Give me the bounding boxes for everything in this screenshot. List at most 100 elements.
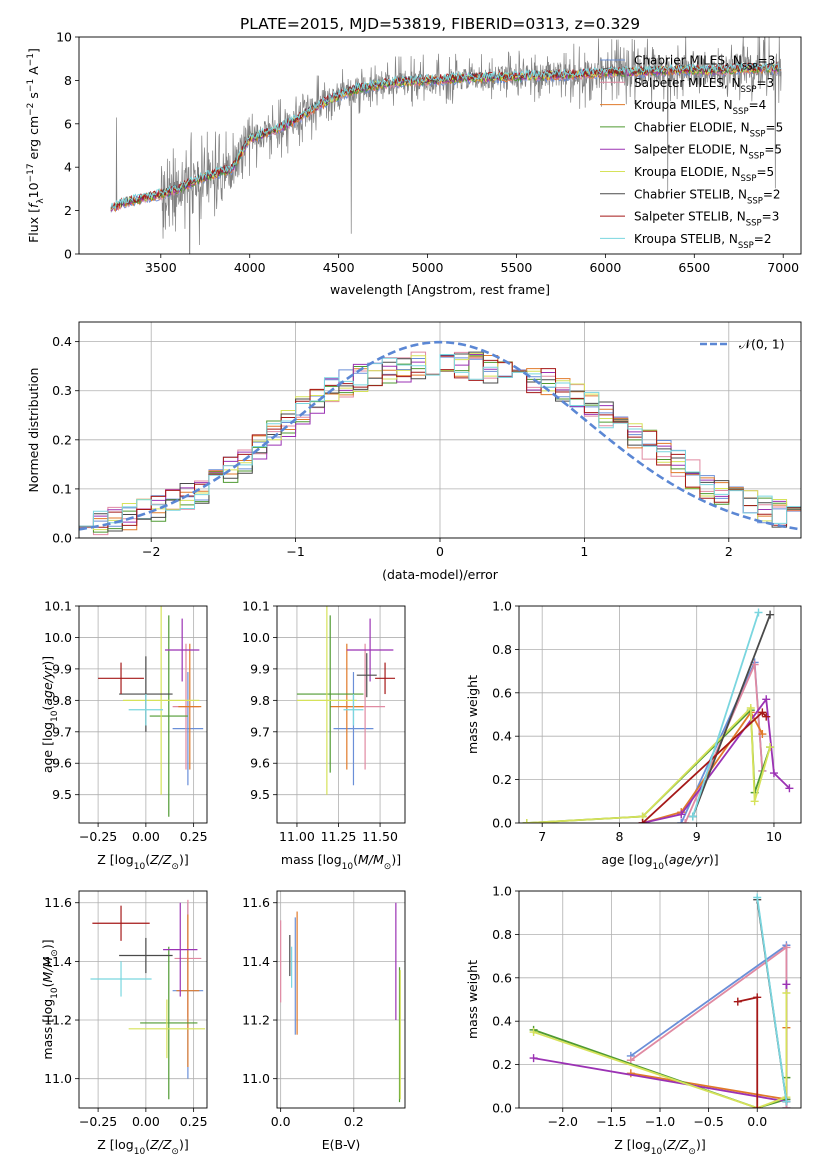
y-tick-label: 9.7 (250, 724, 270, 739)
weight-marker-kroupa-elodie (529, 1028, 538, 1037)
y-tick-label: 6 (64, 116, 72, 131)
y-tick-label: 11.2 (44, 1013, 72, 1028)
x-tick-label: 6500 (678, 260, 710, 275)
weight-marker-salpeter-stelib (733, 997, 742, 1006)
y-tick-label: 9.6 (52, 756, 72, 771)
x-axis-label: mass [log10(M/M⊙)] (281, 852, 401, 872)
panel-weight-vs-age: 7 8 9 10 0.0 0.2 0.4 0.6 0.8 1.0 age [log10(age/yr… (465, 599, 802, 872)
panel-age-vs-mass: 11.00 11.25 11.50 9.5 9.6 9.7 9.8 9.9 10.0 10.1 ma… (242, 599, 406, 872)
y-tick-label: 9.6 (250, 756, 270, 771)
y-axis-label: mass weight (465, 675, 480, 754)
weight-marker-kroupa-elodie (522, 819, 531, 823)
legend-label-salpeter-elodie: Salpeter ELODIE, NSSP=5 (634, 143, 782, 162)
axes-frame (78, 321, 802, 539)
x-tick-label: 1 (580, 544, 588, 559)
y-tick-label: 9.8 (250, 693, 270, 708)
y-tick-label: 9.8 (52, 693, 72, 708)
x-tick-label: 11.00 (279, 829, 315, 844)
weight-marker-chabrier-miles (677, 819, 686, 823)
axes-frame (78, 890, 208, 1109)
weight-marker-salpeter-miles (782, 943, 791, 952)
y-tick-label: 0.0 (492, 1101, 512, 1116)
y-tick-label: 0.3 (52, 383, 72, 398)
y-tick-label: 0.2 (492, 1057, 512, 1072)
x-tick-label: −0.25 (79, 1114, 117, 1129)
y-tick-label: 10.0 (242, 630, 270, 645)
weight-marker-kroupa-elodie (782, 988, 791, 997)
plot-area-spectrum (110, 37, 782, 254)
axes-frame (518, 890, 802, 1109)
weight-marker-salpeter-elodie (529, 1054, 538, 1063)
weight-line-kroupa-stelib (756, 897, 788, 1102)
plot-area-age-vs-mass (277, 606, 405, 823)
weight-marker-salpeter-stelib (758, 708, 767, 717)
x-tick-label: 4500 (323, 260, 355, 275)
x-tick-label: 4000 (234, 260, 266, 275)
plot-area-weight-vs-Z (519, 891, 801, 1108)
weight-marker-kroupa-miles (626, 1069, 635, 1078)
weight-line-kroupa-elodie (533, 992, 788, 1108)
y-axis-label: Flux [fλ10−17 erg cm−2 s−1 A−1] (26, 48, 46, 243)
panel-residuals: −2 −1 0 1 2 0.0 0.1 0.2 0.3 0.4 𝒩(0, 1) (data-model… (26, 321, 802, 582)
weight-marker-salpeter-miles (750, 660, 759, 669)
x-tick-label: 5000 (412, 260, 444, 275)
weight-marker-salpeter-elodie (769, 769, 778, 778)
y-tick-label: 11.6 (44, 895, 72, 910)
y-tick-label: 0.0 (492, 816, 512, 831)
weight-line-chabrier-stelib (691, 614, 771, 817)
x-tick-label: 11.25 (321, 829, 357, 844)
figure-title: PLATE=2015, MJD=53819, FIBERID=0313, z=0… (240, 15, 640, 33)
x-axis-label: E(B-V) (322, 1137, 361, 1152)
x-tick-label: 0.25 (180, 1114, 208, 1129)
y-tick-label: 4 (64, 160, 72, 175)
y-tick-label: 11.6 (242, 895, 270, 910)
x-tick-label: 0.2 (344, 1114, 364, 1129)
axes-frame (78, 605, 208, 824)
y-tick-label: 11.2 (242, 1013, 270, 1028)
gaussian-curve (79, 340, 801, 531)
y-tick-label: 10.0 (44, 630, 72, 645)
y-tick-label: 0.2 (492, 772, 512, 787)
x-tick-label: 7000 (767, 260, 799, 275)
legend-label-chabrier-miles: Chabrier MILES, NSSP=3 (634, 54, 775, 73)
x-tick-label: 0.25 (180, 829, 208, 844)
y-tick-label: 11.4 (44, 954, 72, 969)
panels: 3500 4000 4500 5000 5500 6000 6500 70000246810C… (26, 30, 802, 1157)
weight-marker-salpeter-stelib (762, 712, 771, 721)
legend-label-salpeter-stelib: Salpeter STELIB, NSSP=3 (634, 210, 779, 229)
y-tick-label: 0.4 (52, 334, 72, 349)
x-tick-label: 2 (725, 544, 733, 559)
x-tick-label: −1.0 (645, 1114, 675, 1129)
x-tick-label: 0.00 (132, 1114, 160, 1129)
axes-frame (276, 605, 406, 824)
y-tick-label: 0.4 (492, 1014, 512, 1029)
plot-area-mass-vs-Z (79, 891, 207, 1108)
y-tick-label: 9.5 (250, 787, 270, 802)
y-tick-label: 11.0 (44, 1071, 72, 1086)
y-tick-label: 9.7 (52, 724, 72, 739)
y-tick-label: 11.4 (242, 954, 270, 969)
x-tick-label: 10 (766, 829, 782, 844)
x-tick-label: −1.5 (596, 1114, 626, 1129)
x-tick-label: −0.25 (79, 829, 117, 844)
panel-spectrum: 3500 4000 4500 5000 5500 6000 6500 7000 0 2 4 6 8 10 C… (26, 30, 802, 297)
axes-frame (518, 605, 802, 824)
y-tick-label: 0.4 (492, 729, 512, 744)
y-tick-label: 0.1 (52, 481, 72, 496)
axes-frame (78, 36, 802, 255)
legend-label-kroupa-miles: Kroupa MILES, NSSP=4 (634, 98, 766, 117)
legend-label-salpeter-miles: Salpeter MILES, NSSP=3 (634, 76, 774, 95)
x-tick-label: 8 (615, 829, 623, 844)
weight-marker-kroupa-stelib (782, 1097, 791, 1106)
weight-marker-salpeter-elodie (762, 695, 771, 704)
plot-area-mass-vs-EBV (277, 891, 405, 1108)
y-axis-label: mass [log10(M/M⊙)] (40, 939, 60, 1059)
y-tick-label: 9.9 (52, 661, 72, 676)
y-tick-label: 9.5 (52, 787, 72, 802)
legend-label-kroupa-stelib: Kroupa STELIB, NSSP=2 (634, 232, 772, 251)
x-tick-label: 5500 (501, 260, 533, 275)
x-tick-label: 3500 (145, 260, 177, 275)
y-tick-label: 9.9 (250, 661, 270, 676)
weight-marker-kroupa-stelib (688, 812, 697, 821)
panel-age-vs-Z: −0.25 0.00 0.25 9.5 9.6 9.7 9.8 9.9 10.0 10.1 Z [l… (40, 599, 208, 873)
